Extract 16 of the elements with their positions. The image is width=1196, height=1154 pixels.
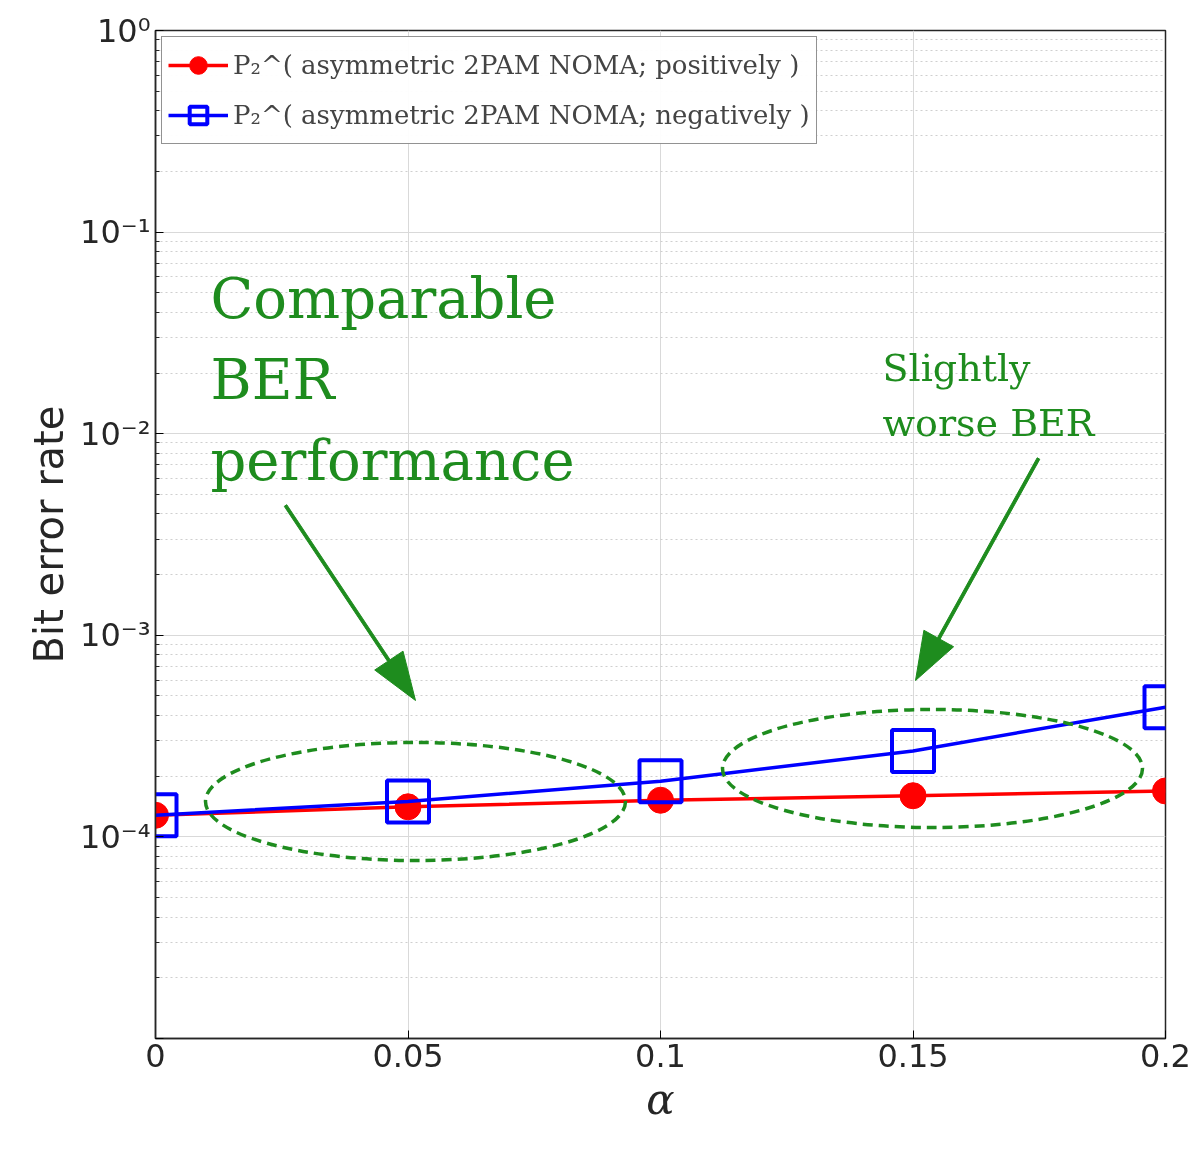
y-tick-label: 10⁻³: [80, 616, 151, 655]
x-tick-label: 0: [145, 1036, 166, 1075]
x-tick-label: 0.2: [1140, 1036, 1191, 1075]
y-tick-label: 10⁻²: [80, 414, 151, 453]
legend-label: P₂^( asymmetric 2PAM NOMA; positively ): [233, 50, 800, 80]
x-tick-label: 0.1: [635, 1036, 686, 1075]
x-axis-title: α: [646, 1074, 675, 1124]
y-tick-label: 10⁻¹: [80, 213, 151, 252]
x-tick-label: 0.15: [877, 1036, 949, 1075]
annotation: Slightly worse BER: [882, 345, 1096, 445]
x-tick-label: 0.05: [372, 1036, 444, 1075]
legend-label: P₂^( asymmetric 2PAM NOMA; negatively ): [233, 100, 810, 130]
y-axis-title: Bit error rate: [26, 405, 73, 664]
y-tick-label: 10⁻⁴: [80, 817, 151, 856]
annotation: Comparable BER performance: [210, 265, 575, 493]
y-tick-label: 10⁰: [96, 11, 151, 50]
